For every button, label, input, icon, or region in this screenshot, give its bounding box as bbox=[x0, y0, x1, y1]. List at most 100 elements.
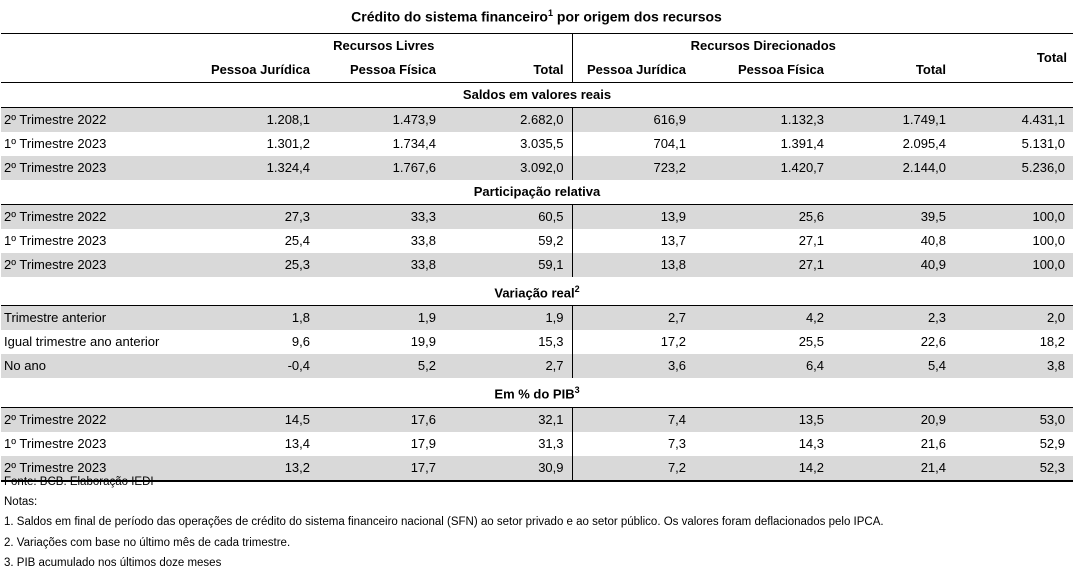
table-cell: 22,6 bbox=[920, 334, 947, 350]
table-cell: 40,9 bbox=[832, 253, 955, 277]
row-label: Trimestre anterior bbox=[1, 305, 196, 331]
credit-table: Recursos Livres Recursos Direcionados To… bbox=[1, 33, 1073, 482]
table-cell: 9,6 bbox=[291, 334, 310, 350]
table-cell: 1.301,2 bbox=[266, 136, 310, 151]
note-1: 1. Saldos em final de período das operaç… bbox=[4, 516, 884, 529]
table-cell: 52,3 bbox=[954, 455, 1073, 482]
table-row: 2º Trimestre 2022 1.208,1 1.473,9 2.682,0 61… bbox=[1, 107, 1073, 132]
section-title: Variação real2 bbox=[1, 277, 1073, 307]
note-2: 2. Variações com base no último mês de c… bbox=[4, 536, 291, 549]
section-header-row: Em % do PIB3 bbox=[1, 378, 1073, 408]
table-cell: 3,8 bbox=[954, 354, 1073, 379]
table-row: 1º Trimestre 2023 25,4 33,8 59,2 13,7 27,1 40,… bbox=[1, 229, 1073, 253]
table-cell: 30,9 bbox=[444, 455, 573, 482]
table-cell: 27,3 bbox=[196, 204, 318, 229]
row-label: 2º Trimestre 2022 bbox=[1, 107, 196, 132]
group-recursos-direcionados: Recursos Direcionados bbox=[571, 33, 955, 58]
table-row: 2º Trimestre 2022 14,5 17,6 32,1 7,4 13,5 20,9… bbox=[1, 407, 1073, 432]
table-cell: 25,4 bbox=[284, 233, 310, 248]
table-cell: 5,4 bbox=[832, 354, 955, 379]
table-row: 2º Trimestre 2023 1.324,4 1.767,6 3.092,0 72… bbox=[1, 156, 1073, 180]
source-note: Fonte: BCB. Elaboração IEDI bbox=[4, 476, 154, 488]
note-3: 3. PIB acumulado nos últimos doze meses bbox=[4, 556, 222, 569]
table-cell: 7,3 bbox=[571, 431, 695, 456]
row-label: 1º Trimestre 2023 bbox=[4, 136, 107, 151]
table-cell: 13,9 bbox=[571, 204, 695, 229]
row-label: 2º Trimestre 2023 bbox=[1, 156, 196, 180]
table-cell: 1.473,9 bbox=[318, 107, 444, 132]
table-cell: -0,4 bbox=[196, 354, 318, 379]
table-cell: 25,6 bbox=[694, 204, 833, 229]
table-row: No ano -0,4 5,2 2,7 3,6 6,4 5,4 3,8 bbox=[1, 354, 1073, 379]
table-cell: 616,9 bbox=[571, 107, 695, 132]
table-cell: 1,9 bbox=[444, 305, 573, 331]
table-cell: 15,3 bbox=[538, 334, 564, 350]
section-header-row: Saldos em valores reais bbox=[1, 82, 1073, 108]
group-recursos-livres: Recursos Livres bbox=[196, 33, 573, 58]
table-cell: 17,9 bbox=[410, 435, 436, 451]
table-cell: 21,4 bbox=[832, 455, 955, 482]
col-total-livres: Total bbox=[444, 58, 573, 83]
table-cell: 1,8 bbox=[196, 305, 318, 331]
table-cell: 1.324,4 bbox=[196, 156, 318, 180]
table-cell: 25,3 bbox=[196, 253, 318, 277]
table-cell: 21,6 bbox=[920, 435, 947, 451]
table-cell: 2,0 bbox=[954, 305, 1073, 331]
table-cell: 32,1 bbox=[444, 407, 573, 432]
notes-heading: Notas: bbox=[4, 496, 38, 509]
table-cell: 14,5 bbox=[196, 407, 318, 432]
section-title: Saldos em valores reais bbox=[1, 82, 1073, 108]
table-cell: 1.208,1 bbox=[196, 107, 318, 132]
table-cell: 17,6 bbox=[318, 407, 444, 432]
group-header-row: Recursos Livres Recursos Direcionados To… bbox=[1, 33, 1073, 83]
table-cell: 6,4 bbox=[694, 354, 833, 379]
group-total: Total bbox=[954, 33, 1073, 83]
table-row: Trimestre anterior 1,8 1,9 1,9 2,7 4,2 2,3 2,0 bbox=[1, 305, 1073, 331]
table-row: 1º Trimestre 2023 13,4 17,9 31,3 7,3 14,3 21,6… bbox=[1, 431, 1073, 456]
row-label: 1º Trimestre 2023 bbox=[4, 435, 107, 451]
table-cell: 53,0 bbox=[954, 407, 1073, 432]
table-cell: 2,7 bbox=[571, 305, 695, 331]
table-cell: 2.095,4 bbox=[902, 136, 947, 151]
table-cell: 2.682,0 bbox=[444, 107, 573, 132]
table-cell: 2,7 bbox=[444, 354, 573, 379]
table-cell: 27,1 bbox=[694, 253, 833, 277]
notes: Fonte: BCB. Elaboração IEDI Notas: 1. Sa… bbox=[4, 472, 884, 573]
column-header-row: Pessoa Jurídica Pessoa Física Total Pess… bbox=[1, 58, 1073, 83]
col-pf-direcionados: Pessoa Física bbox=[694, 58, 833, 83]
table-row: 1º Trimestre 2023 1.301,2 1.734,4 3.035,5 70… bbox=[1, 132, 1073, 156]
section-header-row: Variação real2 bbox=[1, 277, 1073, 307]
table-cell: 13,7 bbox=[571, 229, 695, 253]
table-cell: 14,2 bbox=[694, 455, 833, 482]
table-cell: 13,4 bbox=[284, 435, 310, 451]
table-cell: 1.132,3 bbox=[694, 107, 833, 132]
table-cell: 5.131,0 bbox=[1021, 136, 1066, 151]
table-cell: 723,2 bbox=[571, 156, 695, 180]
table-cell: 100,0 bbox=[954, 253, 1073, 277]
table-cell: 4.431,1 bbox=[954, 107, 1073, 132]
row-label: 2º Trimestre 2022 bbox=[1, 407, 196, 432]
table-cell: 1.749,1 bbox=[832, 107, 955, 132]
table-cell: 704,1 bbox=[571, 132, 695, 156]
table-cell: 18,2 bbox=[1039, 334, 1066, 350]
table-cell: 14,3 bbox=[798, 435, 825, 451]
table-cell: 1.391,4 bbox=[780, 136, 825, 151]
table-cell: 1.420,7 bbox=[694, 156, 833, 180]
table-cell: 60,5 bbox=[444, 204, 573, 229]
table-cell: 39,5 bbox=[832, 204, 955, 229]
row-label: Igual trimestre ano anterior bbox=[4, 334, 160, 350]
table-cell: 7,2 bbox=[571, 455, 695, 482]
table-cell: 3.035,5 bbox=[520, 136, 564, 151]
table-cell: 33,8 bbox=[410, 233, 436, 248]
table-cell: 40,8 bbox=[920, 233, 947, 248]
table-cell: 33,8 bbox=[318, 253, 444, 277]
table-row: 2º Trimestre 2023 13,2 17,7 30,9 7,2 14,2 21,4… bbox=[1, 455, 1073, 482]
table-cell: 2.144,0 bbox=[832, 156, 955, 180]
col-total-direcionados: Total bbox=[832, 58, 955, 83]
table-cell: 7,4 bbox=[571, 407, 695, 432]
table-cell: 3,6 bbox=[571, 354, 695, 379]
table-cell: 13,5 bbox=[694, 407, 833, 432]
col-pj-livres: Pessoa Jurídica bbox=[196, 58, 318, 83]
row-label: 2º Trimestre 2023 bbox=[1, 455, 196, 482]
table-cell: 2,3 bbox=[832, 305, 955, 331]
